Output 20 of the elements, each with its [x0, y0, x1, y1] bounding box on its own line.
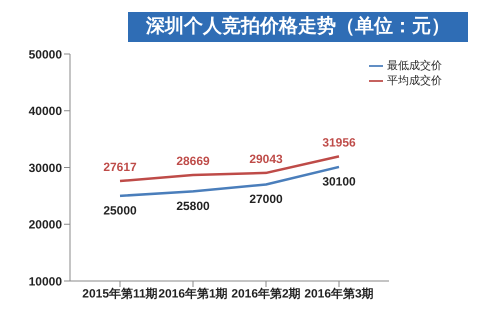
data-label: 29043: [249, 152, 284, 166]
legend-label: 最低成交价: [387, 60, 442, 72]
chart-title: 深圳个人竞拍价格走势（单位：元）: [128, 12, 468, 42]
y-tick-label: 20000: [28, 218, 62, 232]
y-tick-label: 10000: [28, 274, 62, 288]
data-label: 27000: [249, 192, 284, 206]
data-label: 31956: [322, 135, 356, 150]
data-label: 25000: [103, 203, 138, 218]
data-label: 27617: [103, 160, 138, 174]
y-tick-label: 30000: [28, 160, 62, 175]
x-tick-label: 2015年第11期: [82, 286, 158, 301]
y-tick-label: 40000: [28, 104, 62, 118]
y-tick-label: 50000: [28, 47, 62, 62]
data-label: 30100: [322, 174, 356, 188]
x-tick-label: 2016年第1期: [158, 286, 228, 301]
data-label: 28669: [176, 154, 210, 168]
legend-label: 平均成交价: [387, 75, 442, 88]
x-tick-label: 2016年第3期: [304, 286, 374, 301]
data-label: 25800: [176, 198, 210, 213]
x-tick-label: 2016年第2期: [231, 286, 301, 301]
